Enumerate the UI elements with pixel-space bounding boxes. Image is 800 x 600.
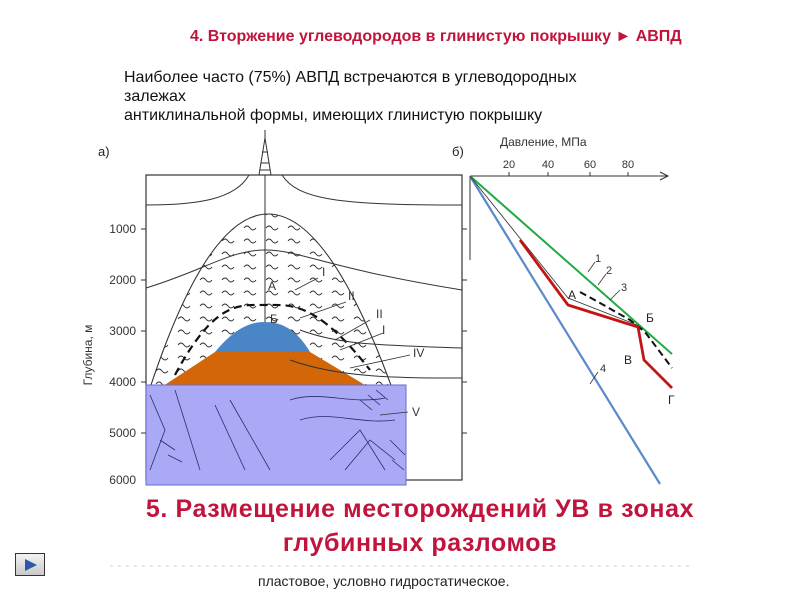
figure-b-pressure-chart: б) Давление, МПа 20 40 60 80 bbox=[452, 135, 675, 485]
zone-label: I bbox=[322, 265, 325, 279]
next-slide-button[interactable] bbox=[15, 553, 45, 576]
pressure-tick-label: 60 bbox=[584, 159, 596, 171]
oil-zone-layer bbox=[160, 352, 370, 388]
figure-a-geologic-section: а) bbox=[81, 130, 467, 487]
depth-tick-label: 6000 bbox=[109, 473, 136, 487]
point-label: А bbox=[568, 288, 576, 302]
figure-b-label: б) bbox=[452, 144, 464, 159]
subtitle-line: залежах bbox=[124, 88, 186, 105]
zone-label: А bbox=[268, 279, 276, 293]
depth-tick-label: 5000 bbox=[109, 426, 136, 440]
zone-label: II bbox=[376, 307, 383, 321]
red-pressure-curve bbox=[518, 239, 673, 389]
curve-label: 3 bbox=[621, 282, 627, 294]
point-label: Г bbox=[668, 393, 675, 407]
zone-label: V bbox=[412, 405, 420, 419]
curve-label: 2 bbox=[606, 265, 612, 277]
subtitle-line: антиклинальной формы, имеющих глинистую … bbox=[124, 107, 543, 124]
depth-tick-label: 1000 bbox=[109, 222, 136, 236]
pressure-axis-label: Давление, МПа bbox=[500, 135, 587, 149]
curve-label: 4 bbox=[600, 363, 606, 375]
slide-subtitle: Наиболее часто (75%) АВПД встречаются в … bbox=[124, 68, 684, 125]
zone-label: Б bbox=[270, 312, 278, 326]
pressure-tick-label: 20 bbox=[503, 159, 515, 171]
pressure-tick-label: 40 bbox=[542, 159, 554, 171]
play-arrow-icon bbox=[25, 559, 37, 571]
section-headline: 5. Размещение месторождений УВ в зонах г… bbox=[145, 495, 695, 557]
point-label: Б bbox=[646, 311, 654, 325]
drilling-rig-icon bbox=[256, 130, 274, 176]
curve-1-line bbox=[469, 175, 673, 355]
curve-label: 1 bbox=[595, 253, 601, 265]
curve-2-line bbox=[469, 175, 638, 326]
zone-label: IV bbox=[413, 346, 424, 360]
point-label: В bbox=[624, 353, 632, 367]
depth-tick-label: 4000 bbox=[109, 375, 136, 389]
depth-axis-label: Глубина, м bbox=[81, 325, 95, 386]
pressure-tick-label: 80 bbox=[622, 159, 634, 171]
depth-tick-label: 3000 bbox=[109, 324, 136, 338]
subtitle-line: Наиболее часто (75%) АВПД встречаются в … bbox=[124, 69, 577, 86]
slide-title: 4. Вторжение углеводородов в глинистую п… bbox=[190, 28, 682, 45]
figure-a-label: а) bbox=[98, 144, 110, 159]
curve-4-line bbox=[469, 175, 661, 485]
curve-3-line bbox=[579, 291, 673, 369]
gas-cap-layer bbox=[215, 322, 310, 352]
footer-text: пластовое, условно гидростатическое. bbox=[258, 573, 510, 589]
depth-tick-label: 2000 bbox=[109, 273, 136, 287]
zone-label: II bbox=[348, 289, 355, 303]
zone-label: I bbox=[382, 323, 385, 337]
